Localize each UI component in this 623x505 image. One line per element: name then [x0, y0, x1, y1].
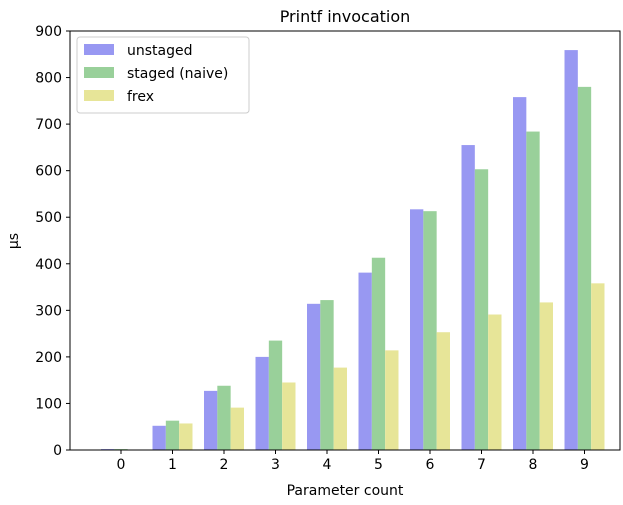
- x-tick-label: 3: [271, 457, 280, 473]
- x-tick-label: 6: [426, 457, 435, 473]
- x-tick-label: 2: [220, 457, 229, 473]
- y-tick-label: 400: [35, 257, 62, 273]
- bar-unstaged-4: [307, 304, 320, 450]
- bar-frex-9: [591, 283, 604, 450]
- bar-unstaged-8: [513, 97, 526, 450]
- bar-unstaged-7: [462, 145, 475, 450]
- bar-staged-naive--1: [166, 421, 179, 450]
- bar-unstaged-9: [565, 50, 578, 450]
- bar-frex-4: [334, 368, 347, 450]
- bar-frex-3: [282, 382, 295, 450]
- bar-frex-7: [488, 315, 501, 450]
- x-tick-label: 8: [529, 457, 538, 473]
- x-tick-label: 9: [580, 457, 589, 473]
- bar-staged-naive--7: [475, 169, 488, 450]
- legend: unstaged staged (naive) frex: [77, 37, 249, 113]
- legend-label: frex: [127, 89, 154, 105]
- y-tick-label: 100: [35, 396, 62, 412]
- x-tick-label: 1: [168, 457, 177, 473]
- x-tick-label: 4: [323, 457, 332, 473]
- bar-staged-naive--8: [526, 132, 539, 450]
- legend-label: staged (naive): [127, 66, 228, 82]
- y-tick-label: 600: [35, 164, 62, 180]
- y-tick-label: 300: [35, 303, 62, 319]
- chart-title: Printf invocation: [280, 7, 411, 26]
- bar-unstaged-3: [256, 357, 269, 450]
- bar-staged-naive--2: [217, 386, 230, 450]
- x-axis-label: Parameter count: [287, 483, 404, 499]
- bar-frex-2: [231, 408, 244, 450]
- y-tick-label: 500: [35, 210, 62, 226]
- bar-staged-naive--9: [578, 87, 591, 450]
- bar-unstaged-2: [204, 391, 217, 450]
- bar-unstaged-1: [153, 426, 166, 450]
- y-axis-label: µs: [6, 233, 22, 249]
- legend-swatch: [84, 67, 114, 78]
- x-tick-label: 0: [117, 457, 126, 473]
- bar-frex-1: [179, 423, 192, 450]
- bar-unstaged-6: [410, 209, 423, 450]
- y-tick-label: 200: [35, 350, 62, 366]
- bar-frex-8: [540, 302, 553, 450]
- bar-unstaged-5: [359, 273, 372, 450]
- y-tick-label: 800: [35, 71, 62, 87]
- y-tick-label: 900: [35, 24, 62, 40]
- legend-swatch: [84, 44, 114, 55]
- x-tick-label: 7: [477, 457, 486, 473]
- bar-staged-naive--6: [423, 211, 436, 450]
- bar-staged-naive--3: [269, 341, 282, 450]
- y-tick-label: 700: [35, 117, 62, 133]
- bar-staged-naive--5: [372, 258, 385, 450]
- x-tick-label: 5: [374, 457, 383, 473]
- legend-swatch: [84, 90, 114, 101]
- bar-staged-naive--4: [320, 300, 333, 450]
- legend-label: unstaged: [127, 43, 193, 59]
- y-tick-label: 0: [53, 443, 62, 459]
- bar-frex-6: [437, 332, 450, 450]
- bar-frex-5: [385, 350, 398, 450]
